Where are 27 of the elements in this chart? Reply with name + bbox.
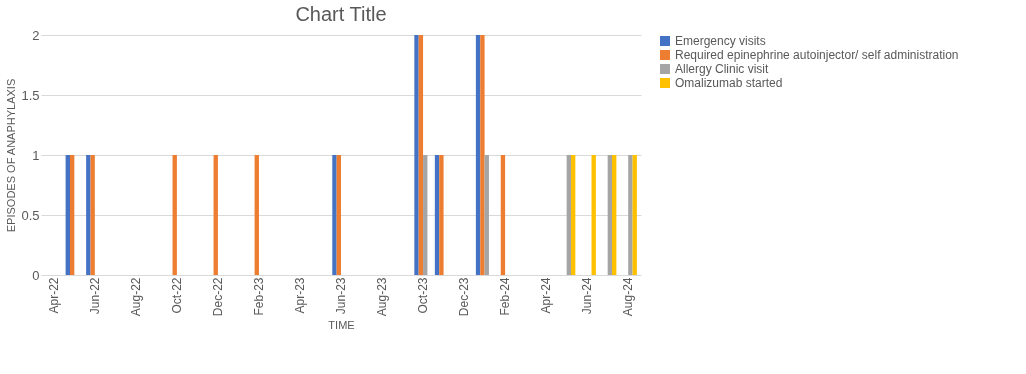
- x-tick-label: Jun-23: [334, 277, 348, 315]
- y-tick-label: 0: [32, 267, 40, 283]
- x-tick-label: Oct-23: [416, 277, 431, 314]
- legend-label: Omalizumab started: [675, 76, 783, 90]
- legend-label: Required epinephrine autoinjector/ self administration: [675, 48, 959, 62]
- x-axis-title: TIME: [328, 319, 355, 332]
- x-tick-label: Jun-24: [580, 277, 595, 315]
- x-tick-label: Feb-23: [251, 277, 266, 316]
- legend-label: Allergy Clinic visit: [675, 62, 770, 76]
- x-tick-label: Aug-24: [621, 277, 636, 317]
- x-tick-label: Apr-24: [539, 277, 554, 314]
- x-tick-label: Apr-22: [46, 277, 61, 314]
- x-tick-label: Oct-22: [169, 277, 184, 314]
- x-tick-label: Aug-23: [375, 277, 390, 317]
- x-tick-label: Apr-23: [292, 277, 307, 314]
- y-tick-label: 1: [32, 147, 40, 163]
- legend-label: Emergency visits: [675, 34, 766, 48]
- x-tick-label: Dec-23: [457, 277, 472, 317]
- x-tick-label: Jun-22: [87, 277, 102, 315]
- y-tick-label: 0.5: [21, 207, 40, 223]
- y-axis-title: EPISODES OF ANAPHYLAXIS: [5, 78, 18, 233]
- x-tick-label: Dec-22: [210, 277, 225, 317]
- x-tick-label: Aug-22: [128, 277, 143, 317]
- x-tick-label: Feb-24: [498, 277, 513, 316]
- y-tick-label: 2: [32, 27, 40, 43]
- chart-title: Chart Title: [295, 3, 387, 25]
- y-tick-label: 1.5: [21, 87, 40, 103]
